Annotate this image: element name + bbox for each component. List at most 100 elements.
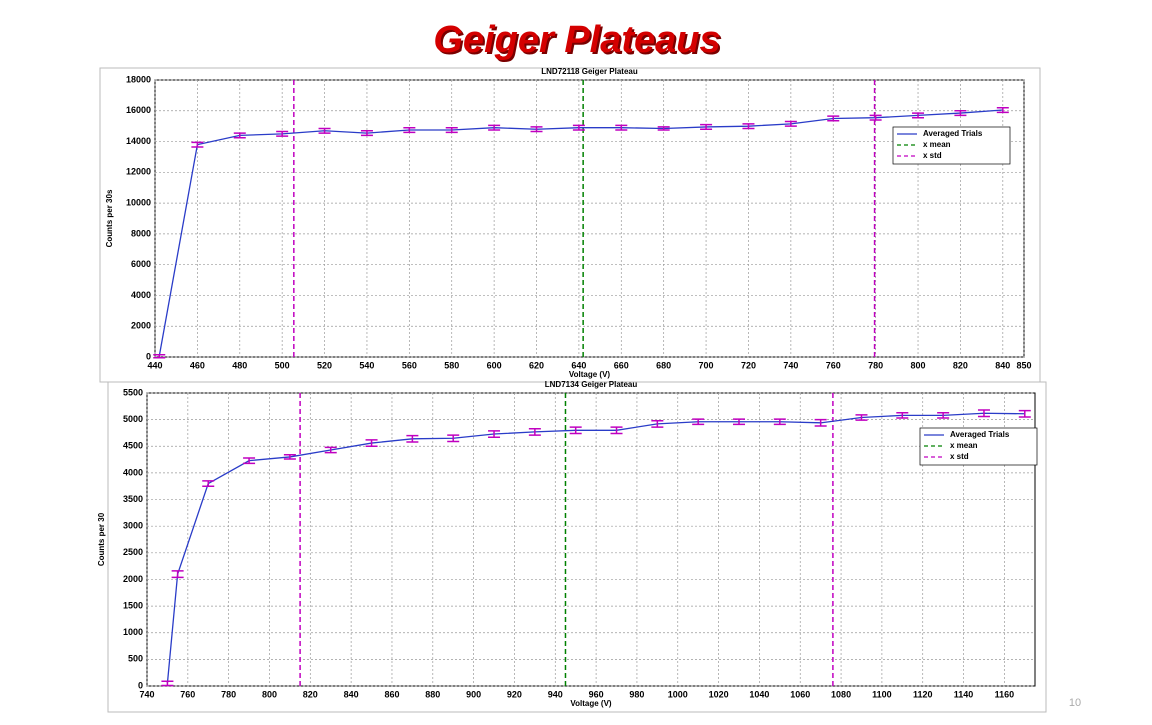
x-tick-label: 940 — [548, 689, 563, 699]
plot-area — [154, 79, 1025, 358]
error-bar — [447, 434, 460, 443]
error-bar — [276, 130, 289, 137]
x-tick-label: 880 — [425, 689, 440, 699]
error-bar — [1018, 409, 1031, 418]
x-tick-label: 840 — [344, 689, 359, 699]
error-bar — [784, 120, 797, 127]
x-tick-label: 580 — [444, 360, 459, 370]
error-bar — [692, 418, 705, 426]
x-tick-label: 680 — [656, 360, 671, 370]
error-bar — [161, 680, 174, 687]
x-tick-label: 960 — [589, 689, 604, 699]
x-tick-label: 840 — [995, 360, 1010, 370]
y-tick-label: 16000 — [126, 105, 151, 115]
x-tick-label: 780 — [221, 689, 236, 699]
error-bar — [572, 124, 585, 131]
error-bar — [569, 426, 582, 435]
slide-title: Geiger Plateaus — [433, 19, 720, 61]
error-bar — [406, 434, 419, 443]
error-bar — [977, 409, 990, 418]
y-tick-label: 3500 — [123, 494, 143, 504]
y-tick-label: 6000 — [131, 259, 151, 269]
x-tick-label: 780 — [868, 360, 883, 370]
error-bar — [657, 126, 670, 131]
error-bar — [243, 457, 256, 465]
x-tick-label: 700 — [699, 360, 714, 370]
shadow-title: Geiger Plateaus — [435, 21, 722, 63]
y-tick-label: 10000 — [126, 197, 151, 207]
error-bar — [365, 439, 378, 448]
x-tick-label: 640 — [571, 360, 586, 370]
error-bar — [530, 126, 543, 133]
error-bar — [318, 127, 331, 134]
error-bar — [814, 418, 827, 427]
error-bar — [528, 427, 541, 436]
x-tick-label: 480 — [232, 360, 247, 370]
x-tick-label: 1140 — [954, 689, 974, 699]
x-tick-label: 980 — [629, 689, 644, 699]
x-tick-label: 720 — [741, 360, 756, 370]
error-bar — [324, 446, 337, 454]
x-tick-label: 1120 — [913, 689, 933, 699]
y-tick-label: 18000 — [126, 74, 151, 84]
error-bar — [700, 123, 713, 130]
y-axis-label: Counts per 30 — [97, 512, 106, 566]
error-bar — [954, 110, 967, 117]
y-tick-label: 4500 — [123, 441, 143, 451]
error-bar — [153, 353, 166, 359]
error-bar — [610, 426, 623, 435]
y-tick-label: 2000 — [131, 321, 151, 331]
error-bar — [233, 132, 246, 139]
x-tick-label: 740 — [139, 689, 154, 699]
y-tick-label: 12000 — [126, 167, 151, 177]
x-tick-label: 1100 — [872, 689, 892, 699]
error-bar — [651, 419, 664, 428]
x-tick-label: 1020 — [709, 689, 729, 699]
error-bar — [403, 126, 416, 134]
y-tick-label: 5500 — [123, 387, 143, 397]
chart-title: LND72118 Geiger Plateau — [541, 67, 638, 76]
error-bar — [855, 414, 868, 421]
legend-label: x mean — [923, 140, 951, 149]
error-bar — [869, 114, 882, 121]
error-bar — [996, 106, 1009, 114]
x-tick-label: 800 — [262, 689, 277, 699]
x-tick-label: 760 — [180, 689, 195, 699]
chart-title: LND7134 Geiger Plateau — [545, 380, 638, 389]
error-bar — [827, 115, 840, 122]
x-tick-label: 800 — [911, 360, 926, 370]
error-bar — [773, 418, 786, 426]
y-tick-label: 14000 — [126, 136, 151, 146]
error-bar — [488, 124, 501, 131]
y-tick-label: 2500 — [123, 547, 143, 557]
x-tick-label: 900 — [466, 689, 481, 699]
y-tick-label: 1500 — [123, 600, 143, 610]
legend-label: Averaged Trials — [950, 430, 1010, 439]
x-tick-label: 540 — [359, 360, 374, 370]
x-tick-label: 920 — [507, 689, 522, 699]
y-tick-label: 0 — [146, 351, 151, 361]
x-tick-label: 820 — [953, 360, 968, 370]
y-tick-label: 4000 — [123, 467, 143, 477]
y-axis-label: Counts per 30s — [105, 189, 114, 247]
y-tick-label: 3000 — [123, 521, 143, 531]
x-axis-label: Voltage (V) — [570, 699, 612, 708]
x-tick-label: 1060 — [790, 689, 810, 699]
error-bar — [445, 126, 458, 134]
error-bar — [937, 411, 950, 419]
error-bar — [615, 124, 628, 131]
page-number: 10 — [1069, 697, 1081, 709]
x-tick-label: 620 — [529, 360, 544, 370]
x-tick-label: 560 — [402, 360, 417, 370]
x-tick-label: 820 — [303, 689, 318, 699]
x-tick-label: 1160 — [995, 689, 1015, 699]
x-tick-label: 1080 — [831, 689, 851, 699]
legend-label: x std — [950, 452, 969, 461]
y-tick-label: 8000 — [131, 228, 151, 238]
error-bar — [488, 430, 501, 438]
error-bar — [171, 570, 184, 579]
x-tick-label: 860 — [384, 689, 399, 699]
x-tick-label: 760 — [826, 360, 841, 370]
x-tick-label: 500 — [275, 360, 290, 370]
